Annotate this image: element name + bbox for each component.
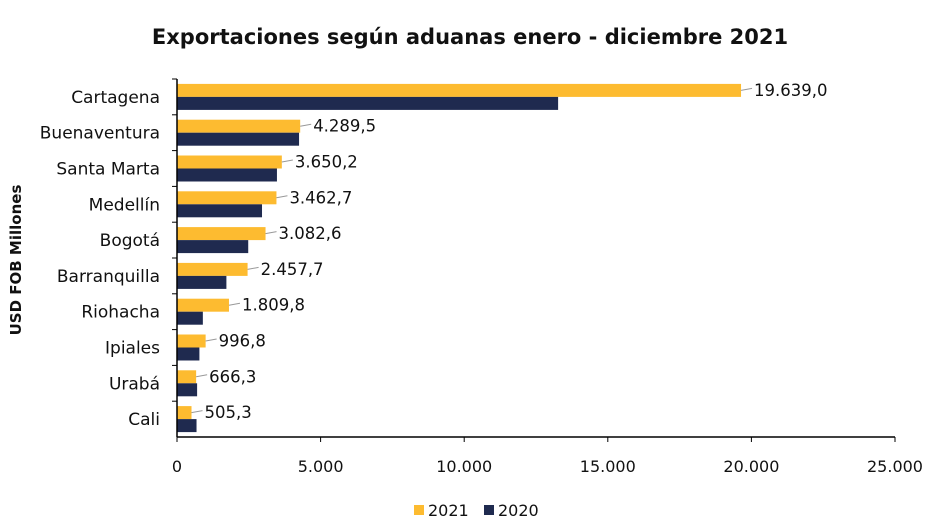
bar-2021-medellín xyxy=(177,191,277,205)
y-axis-label: USD FOB Millones xyxy=(7,185,25,336)
data-label-leader xyxy=(276,195,288,199)
bar-2020-urabá xyxy=(177,383,198,397)
data-label-leader xyxy=(281,159,293,163)
category-label: Cali xyxy=(128,410,160,430)
legend-label-2021: 2021 xyxy=(428,501,469,520)
data-label: 1.809,8 xyxy=(242,296,305,315)
bar-2021-bogotá xyxy=(177,227,266,241)
data-label: 996,8 xyxy=(219,332,266,351)
bars-group xyxy=(177,83,742,433)
data-label-leader xyxy=(247,266,259,270)
data-label-leader xyxy=(300,123,312,127)
category-label: Riohacha xyxy=(81,303,160,323)
data-label: 2.457,7 xyxy=(261,260,324,279)
data-label: 666,3 xyxy=(209,367,256,386)
data-labels-group: 19.639,0 4.289,5 3.650,2 3.462,7 3.082,6 2.45… xyxy=(191,81,828,422)
bar-2021-ipiales xyxy=(177,334,206,348)
category-label: Barranquilla xyxy=(57,267,160,287)
category-label: Ipiales xyxy=(105,339,160,359)
legend-label-2020: 2020 xyxy=(498,501,539,520)
legend-swatch-2021 xyxy=(414,505,424,515)
bar-2020-cali xyxy=(177,419,197,433)
x-tick-label: 25.000 xyxy=(867,457,923,476)
category-label: Medellín xyxy=(89,195,160,215)
data-label-leader xyxy=(228,302,241,306)
bar-2021-buenaventura xyxy=(177,119,301,133)
bar-2021-barranquilla xyxy=(177,262,248,276)
x-tick-label: 5.000 xyxy=(298,457,344,476)
data-label: 505,3 xyxy=(205,403,252,422)
bar-2021-cartagena xyxy=(177,83,742,97)
data-label: 3.082,6 xyxy=(279,224,342,243)
bar-2021-cali xyxy=(177,406,192,420)
data-label-leader xyxy=(265,231,277,235)
data-label-leader xyxy=(196,374,208,378)
bar-2020-medellín xyxy=(177,204,263,218)
bar-2020-cartagena xyxy=(177,96,559,110)
x-tick-label: 15.000 xyxy=(580,457,636,476)
data-label: 19.639,0 xyxy=(754,81,827,100)
data-label-leader xyxy=(205,338,217,342)
category-label: Santa Marta xyxy=(56,160,160,180)
category-label: Cartagena xyxy=(71,88,160,108)
x-ticks-group: 0 5.000 10.000 15.000 20.000 25.000 xyxy=(172,437,923,476)
bar-2020-bogotá xyxy=(177,240,249,254)
legend-swatch-2020 xyxy=(484,505,494,515)
category-label: Bogotá xyxy=(100,231,160,251)
category-label: Urabá xyxy=(109,374,160,394)
category-label: Buenaventura xyxy=(40,124,160,144)
x-tick-label: 0 xyxy=(172,457,182,476)
category-labels-group: Cartagena Buenaventura Santa Marta Medellín… xyxy=(40,78,177,430)
bar-2020-riohacha xyxy=(177,311,203,325)
data-label-leader xyxy=(191,410,203,414)
bar-2020-ipiales xyxy=(177,347,200,361)
data-label: 3.650,2 xyxy=(295,153,358,172)
x-tick-label: 20.000 xyxy=(723,457,779,476)
data-label-leader xyxy=(740,87,753,91)
chart-title: Exportaciones según aduanas enero - dici… xyxy=(152,25,788,49)
bar-2021-santa-marta xyxy=(177,155,282,169)
bar-2021-riohacha xyxy=(177,298,229,312)
bar-2020-buenaventura xyxy=(177,132,300,146)
data-label: 3.462,7 xyxy=(289,188,352,207)
legend: 2021 2020 xyxy=(414,501,539,520)
bar-2020-santa-marta xyxy=(177,168,277,182)
x-tick-label: 10.000 xyxy=(436,457,492,476)
bar-2020-barranquilla xyxy=(177,275,227,289)
data-label: 4.289,5 xyxy=(313,117,376,136)
bar-2021-urabá xyxy=(177,370,197,384)
